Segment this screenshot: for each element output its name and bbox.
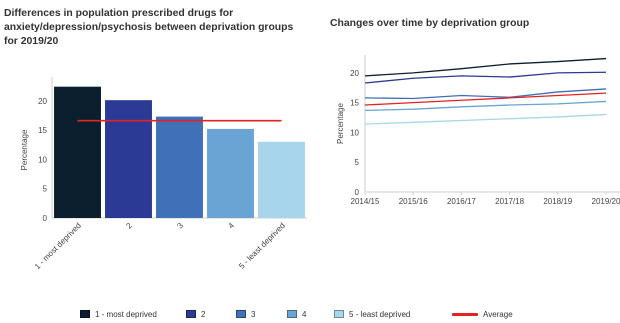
line-chart-title: Changes over time by deprivation group [330,18,530,29]
legend-item: 2 [186,306,205,322]
legend-label: 5 - least deprived [349,309,411,319]
bar-y-tick-label: 20 [38,97,47,106]
legend-label: 1 - most deprived [95,309,157,319]
chart-legend: 1 - most deprived 2 3 4 5 - least deprived Av… [0,306,620,322]
legend-swatch [334,310,344,318]
legend-swatch [236,310,246,318]
bar-x-tick-label: 3 [175,221,185,231]
legend-swatch [80,310,90,318]
legend-item: 1 - most deprived [80,306,157,322]
bar-3 [156,116,203,218]
line-x-tick-label: 2018/19 [543,197,572,206]
legend-label: 3 [251,309,256,319]
legend-label: Average [483,309,513,319]
bar-y-tick-label: 0 [43,214,48,223]
bar-2 [105,100,152,218]
legend-item: Average [452,306,513,322]
line-x-tick-label: 2019/20 [592,197,620,206]
bar-y-tick-label: 10 [38,155,47,164]
legend-swatch [287,310,297,318]
legend-label: 4 [302,309,307,319]
line-y-tick-label: 15 [350,99,359,108]
series-line-5 [364,113,607,125]
line-y-tick-label: 20 [350,69,359,78]
line-x-tick-label: 2015/16 [399,197,428,206]
legend-swatch [452,312,478,316]
legend-item: 3 [236,306,255,322]
bar-4 [207,128,254,218]
legend-item: 5 - least deprived [334,306,410,322]
line-y-tick-label: 5 [355,158,360,167]
bar-y-tick-label: 5 [43,185,48,194]
legend-swatch [186,310,196,318]
bar-x-tick-label: 4 [226,221,236,231]
bar-1 [54,86,101,218]
legend-label: 2 [201,309,206,319]
bar-y-tick-label: 15 [38,126,47,135]
bar-chart-title: Differences in population prescribed dru… [4,8,294,47]
line-x-tick-label: 2017/18 [495,197,524,206]
line-x-tick-label: 2014/15 [351,197,380,206]
bar-5 [258,141,305,218]
line-y-tick-label: 10 [350,128,359,137]
series-line-6 [364,92,607,106]
bar-y-axis-label: Percentage [20,129,29,170]
series-line-2 [364,71,607,84]
series-line-3 [364,88,607,100]
line-x-tick-label: 2016/17 [447,197,476,206]
series-line-4 [364,100,607,112]
legend-item: 4 [287,306,306,322]
series-line-1 [364,57,607,77]
line-y-axis-label: Percentage [336,102,345,143]
bar-x-tick-label: 2 [124,221,134,231]
line-y-tick-label: 0 [355,188,360,197]
